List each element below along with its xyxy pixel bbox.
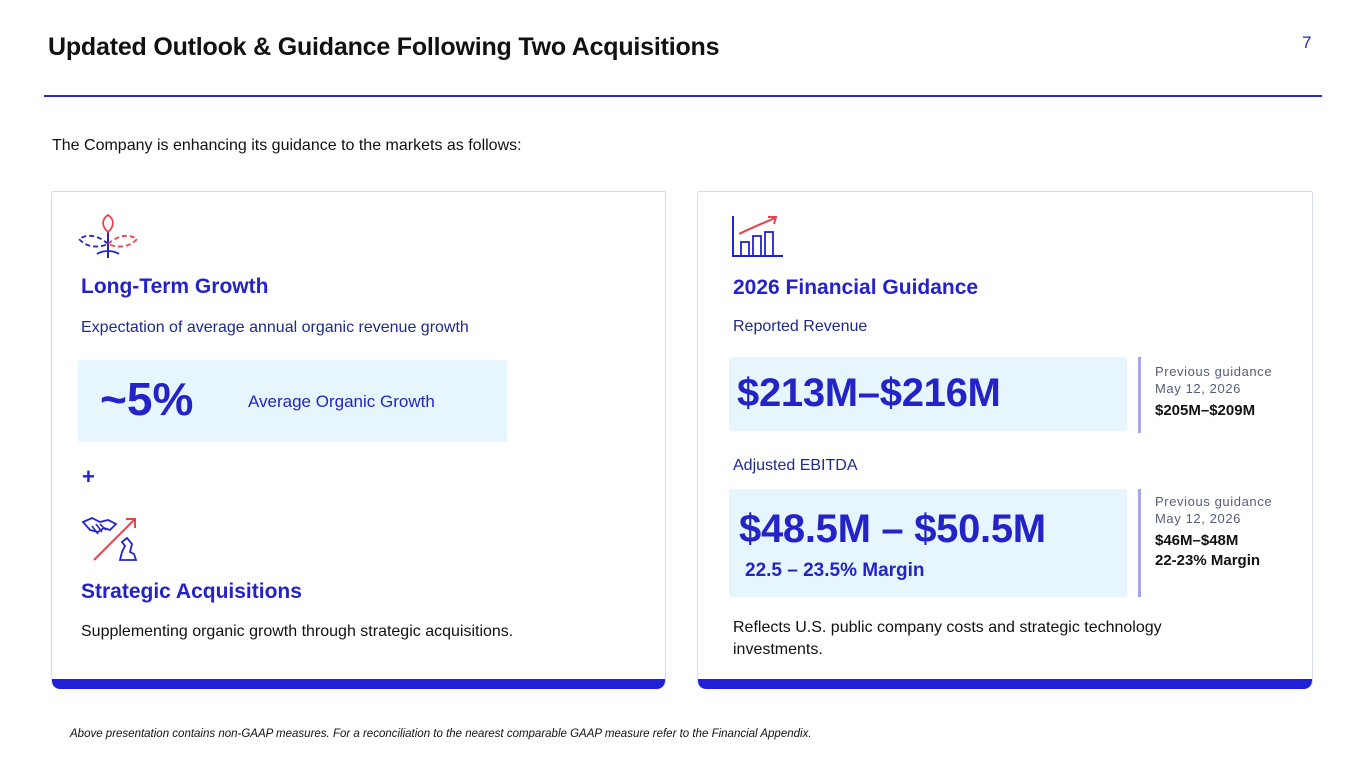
- revenue-prev-date: May 12, 2026: [1155, 381, 1241, 396]
- reported-revenue-label: Reported Revenue: [733, 318, 868, 335]
- ebitda-prev-margin: 22-23% Margin: [1155, 552, 1261, 569]
- revenue-prev-value: $205M–$209M: [1155, 402, 1256, 419]
- adjusted-ebitda-label: Adjusted EBITDA: [733, 457, 858, 474]
- sprout-icon: [77, 213, 139, 265]
- ebitda-prev-value: $46M–$48M: [1155, 532, 1239, 549]
- growth-subtext: Expectation of average annual organic re…: [81, 319, 469, 336]
- ebitda-range: $48.5M – $50.5M: [739, 507, 1046, 551]
- card-accent-bar: [52, 679, 665, 689]
- intro-text: The Company is enhancing its guidance to…: [52, 137, 522, 154]
- ebitda-margin: 22.5 – 23.5% Margin: [745, 560, 925, 581]
- title-divider: [44, 95, 1322, 97]
- revenue-guidance-box: $213M–$216M: [729, 357, 1127, 431]
- ebitda-prev-date: May 12, 2026: [1155, 511, 1241, 526]
- non-gaap-footnote: Above presentation contains non-GAAP mea…: [70, 728, 812, 740]
- revenue-previous-guidance: Previous guidance May 12, 2026 $205M–$20…: [1138, 357, 1298, 433]
- page-number: 7: [1302, 33, 1312, 52]
- organic-growth-caption: Average Organic Growth: [248, 392, 435, 411]
- revenue-prev-label: Previous guidance: [1155, 364, 1273, 379]
- guidance-note: Reflects U.S. public company costs and s…: [733, 619, 1162, 658]
- ebitda-previous-guidance: Previous guidance May 12, 2026 $46M–$48M…: [1138, 489, 1298, 597]
- long-term-growth-heading: Long-Term Growth: [81, 275, 269, 298]
- organic-growth-box: ~5% Average Organic Growth: [78, 360, 507, 442]
- card-accent-bar: [698, 679, 1312, 689]
- long-term-growth-card: Long-Term Growth Expectation of average …: [51, 191, 666, 689]
- organic-growth-value: ~5%: [100, 373, 194, 425]
- financial-guidance-card: 2026 Financial Guidance Reported Revenue…: [697, 191, 1313, 689]
- bar-chart-up-icon: [731, 214, 785, 263]
- page-title: Updated Outlook & Guidance Following Two…: [48, 33, 720, 61]
- financial-guidance-heading: 2026 Financial Guidance: [733, 276, 979, 299]
- handshake-chess-icon: [80, 514, 140, 567]
- revenue-range: $213M–$216M: [737, 371, 1001, 415]
- ebitda-prev-label: Previous guidance: [1155, 494, 1273, 509]
- ebitda-guidance-box: $48.5M – $50.5M 22.5 – 23.5% Margin: [729, 489, 1127, 597]
- plus-sign: +: [82, 464, 95, 489]
- acquisitions-text: Supplementing organic growth through str…: [81, 623, 514, 640]
- strategic-acquisitions-heading: Strategic Acquisitions: [81, 580, 302, 603]
